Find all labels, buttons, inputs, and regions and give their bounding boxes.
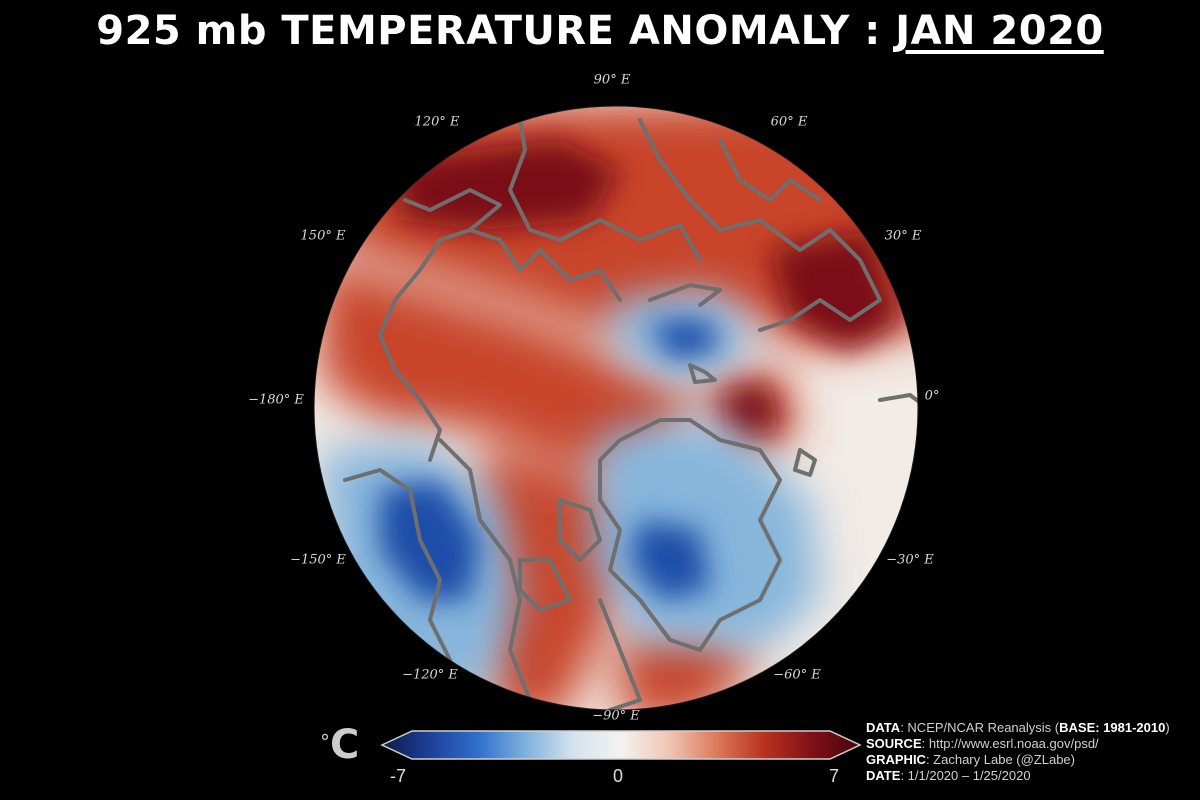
coastline bbox=[878, 393, 918, 412]
credit-date: DATE: 1/1/2020 – 1/25/2020 bbox=[866, 768, 1031, 783]
colorbar-mid-label: 0 bbox=[612, 766, 624, 786]
lon-label-m90e: −90° E bbox=[592, 708, 640, 724]
hot-anomaly-region bbox=[720, 385, 780, 440]
coastline bbox=[558, 498, 602, 562]
unit-degree: ° bbox=[320, 730, 330, 754]
cold-anomaly-region bbox=[650, 320, 720, 360]
credit-data: DATA: NCEP/NCAR Reanalysis (BASE: 1981-2… bbox=[866, 720, 1170, 735]
colorbar-min-label: -7 bbox=[389, 766, 407, 786]
coastline bbox=[468, 228, 622, 302]
lon-label-30e: 30° E bbox=[884, 228, 922, 244]
credit-source: SOURCE: http://www.esrl.noaa.gov/psd/ bbox=[866, 736, 1099, 751]
lon-label-0: 0° bbox=[924, 388, 940, 404]
coastline bbox=[688, 363, 717, 384]
lon-label-m180e: −180° E bbox=[248, 392, 304, 408]
coastline bbox=[518, 558, 572, 612]
coastlines bbox=[343, 118, 918, 710]
colorbar-unit: ° C bbox=[320, 722, 380, 768]
lon-label-120e: 120° E bbox=[414, 114, 460, 130]
title-date: JAN 2020 bbox=[895, 8, 1104, 54]
credit-graphic: GRAPHIC: Zachary Labe (@ZLabe) bbox=[866, 752, 1075, 767]
anomaly-field bbox=[314, 106, 918, 710]
lon-label-90e: 90° E bbox=[593, 72, 631, 88]
hot-anomaly-region bbox=[770, 230, 900, 350]
coastline bbox=[508, 118, 702, 262]
coastline bbox=[438, 438, 532, 702]
lon-label-m30e: −30° E bbox=[886, 552, 934, 568]
lon-label-m150e: −150° E bbox=[290, 552, 346, 568]
coastline bbox=[598, 598, 642, 710]
coastline bbox=[598, 418, 782, 652]
lon-label-m120e: −120° E bbox=[402, 667, 458, 683]
warm-anomaly-region bbox=[320, 260, 700, 470]
colorbar-max-label: 7 bbox=[828, 766, 840, 786]
coastline bbox=[718, 138, 822, 202]
lon-label-150e: 150° E bbox=[300, 228, 346, 244]
lon-label-60e: 60° E bbox=[770, 114, 808, 130]
colorbar-gradient bbox=[380, 730, 862, 760]
coastline bbox=[343, 468, 452, 662]
lon-label-m60e: −60° E bbox=[773, 667, 821, 683]
cold-anomaly-region bbox=[630, 520, 710, 600]
coastline bbox=[378, 188, 502, 462]
cold-anomaly-region bbox=[380, 480, 480, 600]
title-prefix: 925 mb TEMPERATURE ANOMALY : bbox=[96, 8, 896, 54]
chart-title: 925 mb TEMPERATURE ANOMALY : JAN 2020 bbox=[0, 8, 1200, 54]
credits: DATA: NCEP/NCAR Reanalysis (BASE: 1981-2… bbox=[866, 720, 1170, 784]
unit-letter: C bbox=[330, 722, 360, 768]
coastline bbox=[793, 448, 817, 477]
colorbar bbox=[380, 730, 862, 760]
coastline bbox=[648, 283, 722, 307]
coastline bbox=[638, 118, 882, 332]
